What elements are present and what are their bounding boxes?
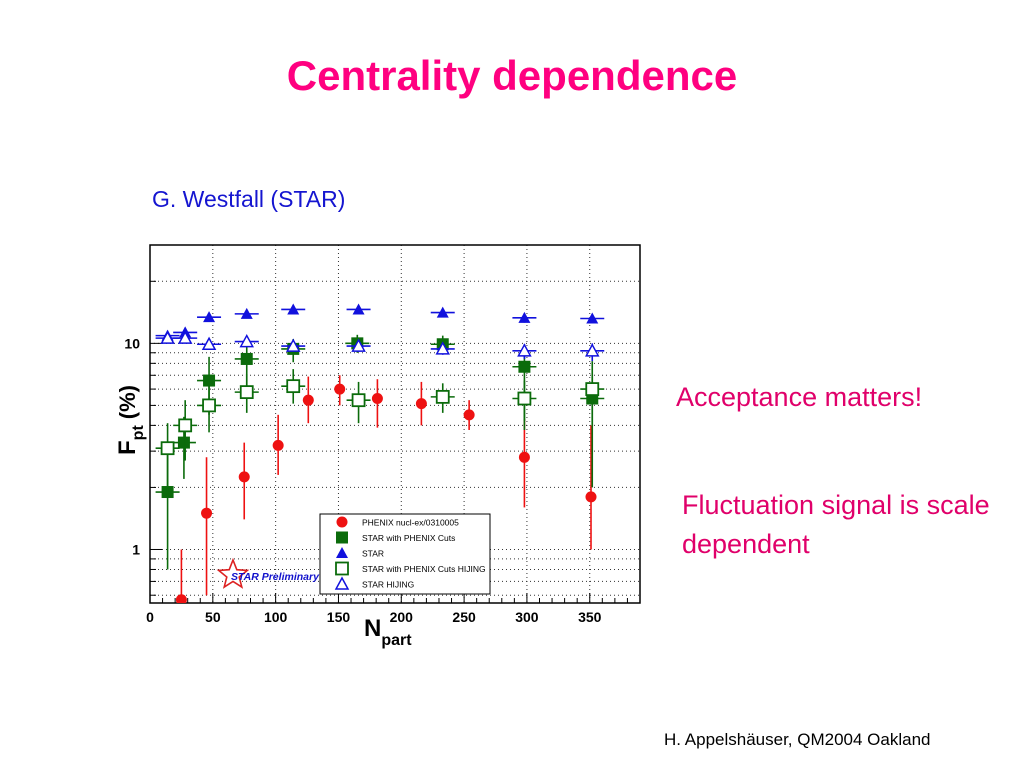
data-point xyxy=(272,439,284,451)
y-tick-label: 10 xyxy=(124,335,140,351)
data-point xyxy=(518,451,530,463)
data-point xyxy=(334,383,346,395)
series-3 xyxy=(155,361,605,497)
data-point xyxy=(435,341,451,355)
legend: PHENIX nucl-ex/0310005 STAR with PHENIX C… xyxy=(319,513,491,595)
data-point xyxy=(285,338,301,352)
data-point xyxy=(517,391,532,406)
data-point xyxy=(238,471,250,483)
data-point xyxy=(175,594,187,603)
chart-credit: G. Westfall (STAR) xyxy=(152,186,346,212)
y-tick-label: 1 xyxy=(132,541,140,557)
star-preliminary-label: STAR Preliminary xyxy=(231,571,320,583)
star-logo-icon xyxy=(216,557,250,589)
plot-frame xyxy=(149,244,641,604)
data-point xyxy=(351,393,366,408)
data-point xyxy=(302,394,314,406)
data-point xyxy=(201,336,217,350)
x-tick-label: 200 xyxy=(390,609,414,625)
data-point xyxy=(352,303,365,315)
slide-title: Centrality dependence xyxy=(286,52,738,99)
series-4 xyxy=(155,330,605,362)
legend-label: STAR HIJING xyxy=(362,580,414,590)
legend-label: STAR xyxy=(362,549,384,559)
data-point xyxy=(177,330,193,344)
x-tick-label: 250 xyxy=(452,609,476,625)
data-point xyxy=(585,382,600,396)
data-point xyxy=(463,409,475,421)
legend-marker xyxy=(336,531,348,544)
data-point xyxy=(203,311,216,323)
data-point xyxy=(371,393,383,405)
data-point xyxy=(517,343,532,357)
data-point xyxy=(160,330,175,344)
data-point xyxy=(240,352,253,365)
legend-label: PHENIX nucl-ex/0310005 xyxy=(362,518,459,528)
data-point xyxy=(436,306,449,318)
fluctuation-note: Fluctuation signal is scale dependent xyxy=(682,490,990,559)
x-tick-label: 150 xyxy=(327,609,351,625)
data-point xyxy=(239,385,254,400)
y-axis-label: Fpt(%) xyxy=(114,385,147,455)
data-point xyxy=(351,338,366,352)
data-point xyxy=(518,360,531,373)
legend-box xyxy=(319,513,491,595)
data-point xyxy=(202,398,216,413)
data-point xyxy=(585,491,597,503)
legend-marker xyxy=(335,561,349,576)
footer-credit: H. Appelshäuser, QM2004 Oakland xyxy=(664,730,931,749)
x-tick-label: 300 xyxy=(515,609,539,625)
legend-marker xyxy=(336,516,348,528)
data-point xyxy=(177,436,190,449)
data-point xyxy=(203,374,216,387)
data-point xyxy=(518,311,531,323)
data-point xyxy=(435,389,450,404)
data-point xyxy=(286,379,301,394)
series-0 xyxy=(175,375,597,603)
data-point xyxy=(239,334,255,348)
data-point xyxy=(586,312,599,324)
legend-label: STAR with PHENIX Cuts xyxy=(362,533,455,543)
acceptance-note: Acceptance matters! xyxy=(676,382,923,412)
data-point xyxy=(415,398,427,410)
legend-marker xyxy=(336,547,348,558)
data-point xyxy=(160,441,175,456)
legend-marker xyxy=(334,576,350,590)
data-point xyxy=(201,507,213,519)
legend-label: STAR with PHENIX Cuts HIJING xyxy=(362,564,486,574)
data-point xyxy=(240,307,253,319)
x-tick-label: 350 xyxy=(578,609,602,625)
x-tick-label: 0 xyxy=(146,609,154,625)
data-point xyxy=(287,303,300,315)
data-point xyxy=(178,418,193,433)
x-tick-label: 100 xyxy=(264,609,288,625)
x-tick-label: 50 xyxy=(205,609,221,625)
data-point xyxy=(584,343,600,357)
